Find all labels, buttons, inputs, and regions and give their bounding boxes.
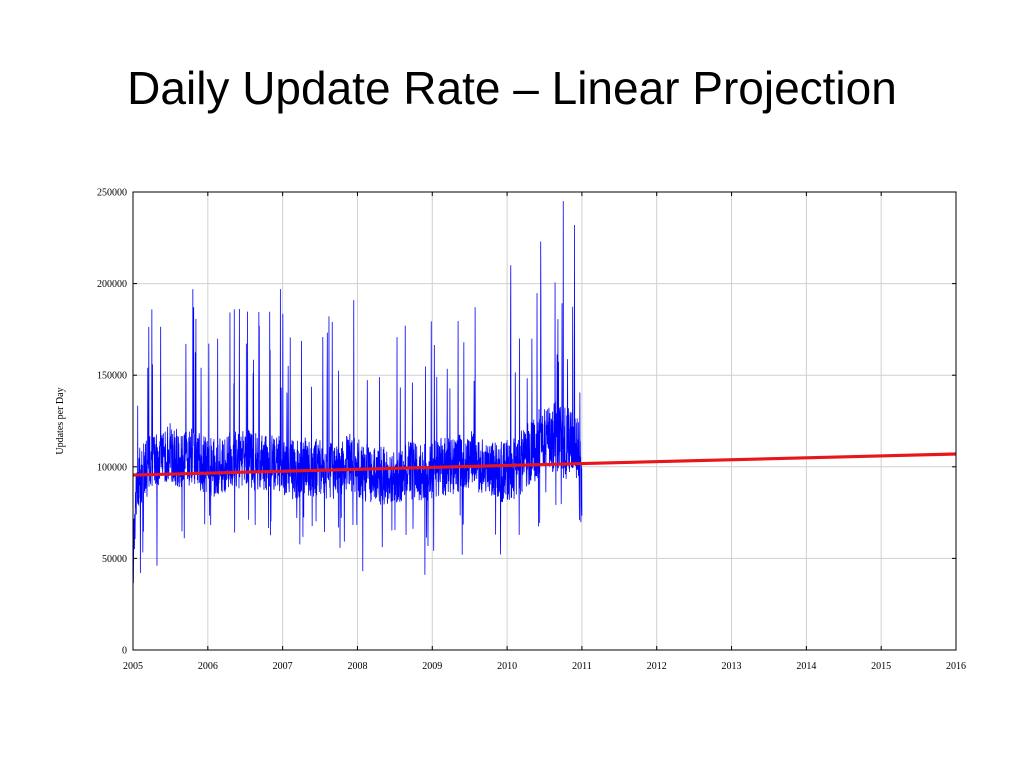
x-tick-label: 2010 [497,661,517,672]
tick-marks [132,191,957,651]
x-tick-label: 2015 [871,661,891,672]
y-axis-label: Updates per Day [55,387,66,454]
plot-frame [132,191,957,651]
tick-labels: 2005 2006 2007 2008 2009 2010 2011 2012 2013 2014… [97,188,966,673]
slide-title: Daily Update Rate – Linear Projection [127,62,897,114]
daily-update-series [132,201,583,583]
y-tick-label: 100000 [97,462,127,473]
x-tick-label: 2013 [722,661,742,672]
x-tick-label: 2007 [273,661,293,672]
y-tick-label: 250000 [97,188,127,199]
x-tick-label: 2008 [347,661,367,672]
x-tick-label: 2011 [572,661,592,672]
y-tick-label: 150000 [97,371,127,382]
series-layer [132,201,957,583]
x-tick-label: 2016 [946,661,966,672]
linear-projection-line [132,452,957,477]
x-tick-label: 2012 [647,661,667,672]
x-tick-label: 2005 [123,661,143,672]
y-tick-label: 200000 [97,279,127,290]
y-tick-label: 0 [122,646,127,657]
x-tick-label: 2006 [198,661,218,672]
x-tick-label: 2014 [796,661,816,672]
y-tick-label: 50000 [102,554,127,565]
x-tick-label: 2009 [422,661,442,672]
